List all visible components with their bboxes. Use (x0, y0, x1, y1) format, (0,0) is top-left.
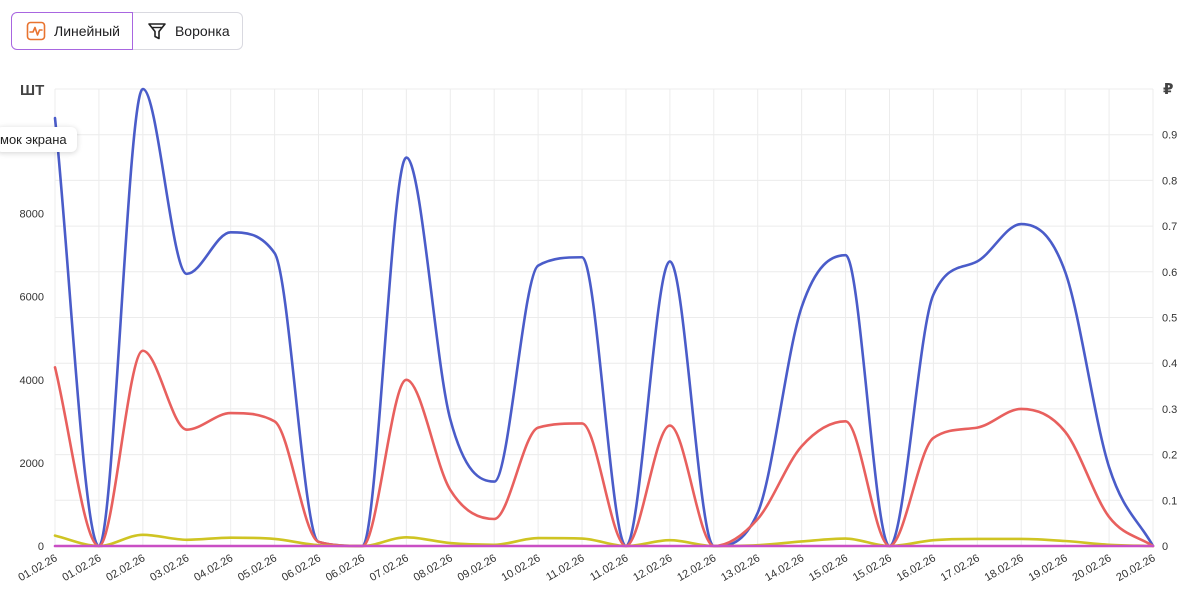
x-axis-tick-label: 03.02.26 (148, 552, 191, 584)
tab-line-chart[interactable]: Линейный (11, 12, 133, 50)
x-axis-tick-label: 19.02.26 (1027, 552, 1070, 584)
left-axis-tick-label: 8000 (20, 209, 44, 221)
x-axis-tick-label: 10.02.26 (500, 552, 543, 584)
funnel-icon (147, 21, 167, 41)
series-line-2 (53, 533, 1155, 548)
x-axis-tick-label: 01.02.26 (60, 552, 103, 584)
x-axis-tick-label: 02.02.26 (104, 552, 147, 584)
x-axis-tick-label: 12.02.26 (675, 552, 718, 584)
x-axis-tick-label: 06.02.26 (324, 552, 367, 584)
left-axis-ticks: 0 2000 4000 6000 8000 (20, 209, 44, 553)
x-axis-tick-label: 01.02.26 (16, 552, 59, 584)
x-axis-ticks: 01.02.26 01.02.26 02.02.26 03.02.26 04.02.26… (16, 552, 1157, 584)
right-axis-tick-label: 0.4 (1162, 358, 1177, 370)
x-axis-tick-label: 17.02.26 (939, 552, 982, 584)
x-axis-tick-label: 18.02.26 (983, 552, 1026, 584)
right-axis-tick-label: 0.5 (1162, 313, 1177, 325)
right-axis-tick-label: 0.8 (1162, 175, 1177, 187)
x-axis-tick-label: 11.02.26 (588, 552, 630, 583)
x-axis-tick-label: 05.02.26 (236, 552, 279, 584)
line-chart-icon (26, 21, 46, 41)
x-axis-tick-label: 14.02.26 (763, 552, 806, 584)
x-axis-tick-label: 08.02.26 (412, 552, 455, 584)
x-axis-tick-label: 13.02.26 (719, 552, 762, 584)
tab-funnel-label: Воронка (174, 23, 230, 39)
left-axis-tick-label: 4000 (20, 375, 44, 387)
x-axis-tick-label: 15.02.26 (807, 552, 850, 584)
x-axis-tick-label: 04.02.26 (192, 552, 235, 584)
left-axis-tick-label: 6000 (20, 292, 44, 304)
x-axis-tick-label: 06.02.26 (280, 552, 323, 584)
tab-line-chart-label: Линейный (54, 23, 120, 39)
screenshot-tooltip: мок экрана (0, 127, 77, 152)
x-axis-tick-label: 20.02.26 (1114, 552, 1157, 584)
right-axis-tick-label: 0.7 (1162, 221, 1177, 233)
right-axis-tick-label: 0.3 (1162, 404, 1177, 416)
x-axis-tick-label: 11.02.26 (544, 552, 586, 583)
x-axis-tick-label: 07.02.26 (368, 552, 411, 584)
left-axis-unit-label: ШТ (20, 82, 45, 99)
tab-funnel[interactable]: Воронка (132, 12, 243, 50)
chart-type-tabs: Линейный Воронка (11, 12, 243, 50)
x-axis-tick-label: 20.02.26 (1070, 552, 1113, 584)
chart-grid (54, 88, 1154, 547)
chart-series (53, 87, 1155, 548)
x-axis-tick-label: 16.02.26 (895, 552, 938, 584)
x-axis-tick-label: 15.02.26 (851, 552, 894, 584)
left-axis-tick-label: 0 (38, 541, 44, 553)
x-axis-tick-label: 09.02.26 (456, 552, 499, 584)
series-line-1 (53, 349, 1155, 548)
x-axis-tick-label: 12.02.26 (631, 552, 674, 584)
series-line-0 (53, 87, 1155, 548)
left-axis-tick-label: 2000 (20, 458, 44, 470)
right-axis-tick-label: 0.9 (1162, 130, 1177, 142)
right-axis-tick-label: 0 (1162, 541, 1168, 553)
right-axis-unit-label: ₽ (1163, 81, 1174, 98)
right-axis-ticks: 0 0.1 0.2 0.3 0.4 0.5 0.6 0.7 0.8 0.9 (1162, 130, 1177, 553)
right-axis-tick-label: 0.1 (1162, 495, 1177, 507)
right-axis-tick-label: 0.2 (1162, 450, 1177, 462)
right-axis-tick-label: 0.6 (1162, 267, 1177, 279)
